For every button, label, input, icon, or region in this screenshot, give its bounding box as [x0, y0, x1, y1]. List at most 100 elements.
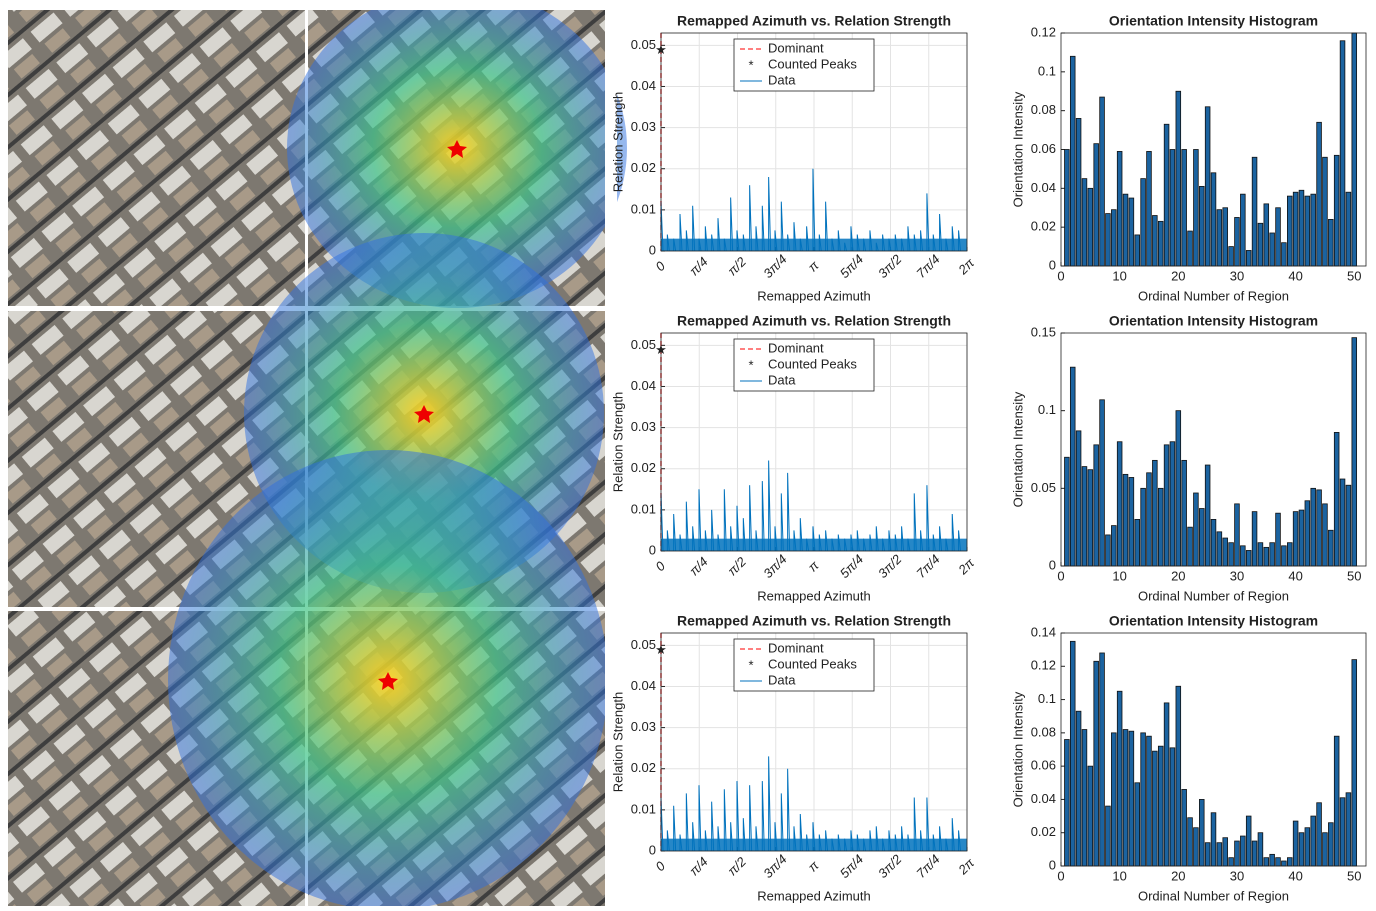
x-tick-label: 10 [1112, 868, 1126, 883]
y-tick-label: 0.03 [631, 119, 656, 134]
y-tick-label: 0.02 [1031, 219, 1056, 234]
bar [1323, 157, 1328, 266]
bar [1106, 214, 1111, 266]
bar [1328, 530, 1333, 566]
y-tick-label: 0.01 [631, 801, 656, 816]
bar [1211, 813, 1216, 866]
bar [1106, 806, 1111, 866]
bar [1082, 179, 1087, 266]
x-tick-label: 3π/2 [875, 251, 905, 281]
gutter [0, 0, 620, 10]
bar [1135, 519, 1140, 566]
x-tick-label: 3π/2 [875, 551, 905, 581]
x-tick-label: π/4 [686, 254, 710, 278]
bar [1311, 194, 1316, 266]
bar [1276, 858, 1281, 866]
bar [1153, 216, 1158, 266]
bar [1246, 816, 1251, 866]
bar [1199, 509, 1204, 566]
bar [1076, 711, 1081, 866]
bar [1205, 465, 1210, 566]
bar [1223, 208, 1228, 266]
bar [1123, 730, 1128, 866]
bar [1082, 467, 1087, 566]
bar [1235, 504, 1240, 566]
bar [1199, 799, 1204, 866]
bar [1065, 150, 1070, 267]
y-tick-label: 0.05 [631, 37, 656, 52]
legend-label: Counted Peaks [768, 656, 857, 671]
bar [1106, 535, 1111, 566]
x-tick-label: 50 [1347, 568, 1361, 583]
x-axis-label: Ordinal Number of Region [1138, 888, 1289, 903]
bar [1147, 473, 1152, 566]
x-tick-label: 0 [1057, 868, 1064, 883]
y-tick-label: 0.02 [1031, 824, 1056, 839]
bar [1147, 151, 1152, 266]
histogram: Orientation Intensity Histogram00.020.04… [1010, 613, 1366, 904]
bar [1211, 173, 1216, 266]
bar [1088, 766, 1093, 866]
x-tick-label: π/2 [725, 553, 750, 578]
x-tick-label: 2π [955, 255, 978, 278]
bar [1141, 733, 1146, 866]
x-tick-label: 0 [652, 558, 668, 574]
bar [1153, 460, 1158, 566]
y-tick-label: 0.04 [1031, 180, 1056, 195]
x-tick-label: 0 [1057, 268, 1064, 283]
x-tick-label: 5π/4 [837, 551, 867, 581]
x-tick-label: 2π [955, 855, 978, 878]
bar [1317, 490, 1322, 566]
y-tick-label: 0.02 [631, 760, 656, 775]
y-tick-label: 0.04 [631, 78, 656, 93]
bar [1293, 192, 1298, 266]
bar [1088, 470, 1093, 566]
bar [1176, 411, 1181, 566]
histogram: Orientation Intensity Histogram 0 0.02 0.04… [1010, 13, 1366, 304]
y-tick-label: 0.08 [1031, 102, 1056, 117]
y-tick-label: 0.12 [1031, 24, 1056, 39]
bar [1287, 196, 1292, 266]
bar [1135, 783, 1140, 866]
y-tick-label: 0.05 [1031, 480, 1056, 495]
bar [1076, 118, 1081, 266]
bar [1252, 841, 1257, 866]
line-chart: Remapped Azimuth vs. Relation Strength00… [610, 313, 977, 604]
bar [1240, 546, 1245, 566]
bar [1194, 828, 1199, 866]
bar [1340, 798, 1345, 866]
y-axis-label: Relation Strength [610, 692, 625, 792]
bar [1164, 703, 1169, 866]
bar [1141, 179, 1146, 266]
bar [1117, 442, 1122, 566]
legend-label: Counted Peaks [768, 56, 857, 71]
bar [1170, 442, 1175, 566]
bar [1199, 186, 1204, 266]
x-tick-label: 3π/4 [760, 851, 790, 881]
x-tick-label: 0 [652, 858, 668, 874]
y-axis-label: Orientation Intensity [1010, 91, 1025, 207]
bar [1311, 816, 1316, 866]
legend-swatch: * [748, 57, 753, 72]
bar [1182, 150, 1187, 267]
line-chart: Remapped Azimuth vs. Relation Strength00… [610, 13, 977, 304]
bar [1264, 204, 1269, 266]
y-tick-label: 0.02 [631, 460, 656, 475]
bar [1334, 155, 1339, 266]
legend-label: Data [768, 72, 796, 87]
bar [1170, 150, 1175, 267]
x-tick-label: 40 [1288, 868, 1302, 883]
bar [1111, 210, 1116, 266]
chart-title: Orientation Intensity Histogram [1109, 13, 1318, 29]
y-tick-label: 0.03 [631, 419, 656, 434]
bar [1188, 527, 1193, 566]
y-tick-label: 0.02 [631, 160, 656, 175]
bar [1164, 124, 1169, 266]
x-tick-label: π [805, 258, 822, 275]
y-tick-label: 0.1 [1038, 63, 1056, 78]
x-tick-label: 5π/4 [837, 851, 867, 881]
x-tick-label: 50 [1347, 268, 1361, 283]
y-axis-label: Orientation Intensity [1010, 391, 1025, 507]
bar [1240, 836, 1245, 866]
y-tick-label: 0.08 [1031, 724, 1056, 739]
